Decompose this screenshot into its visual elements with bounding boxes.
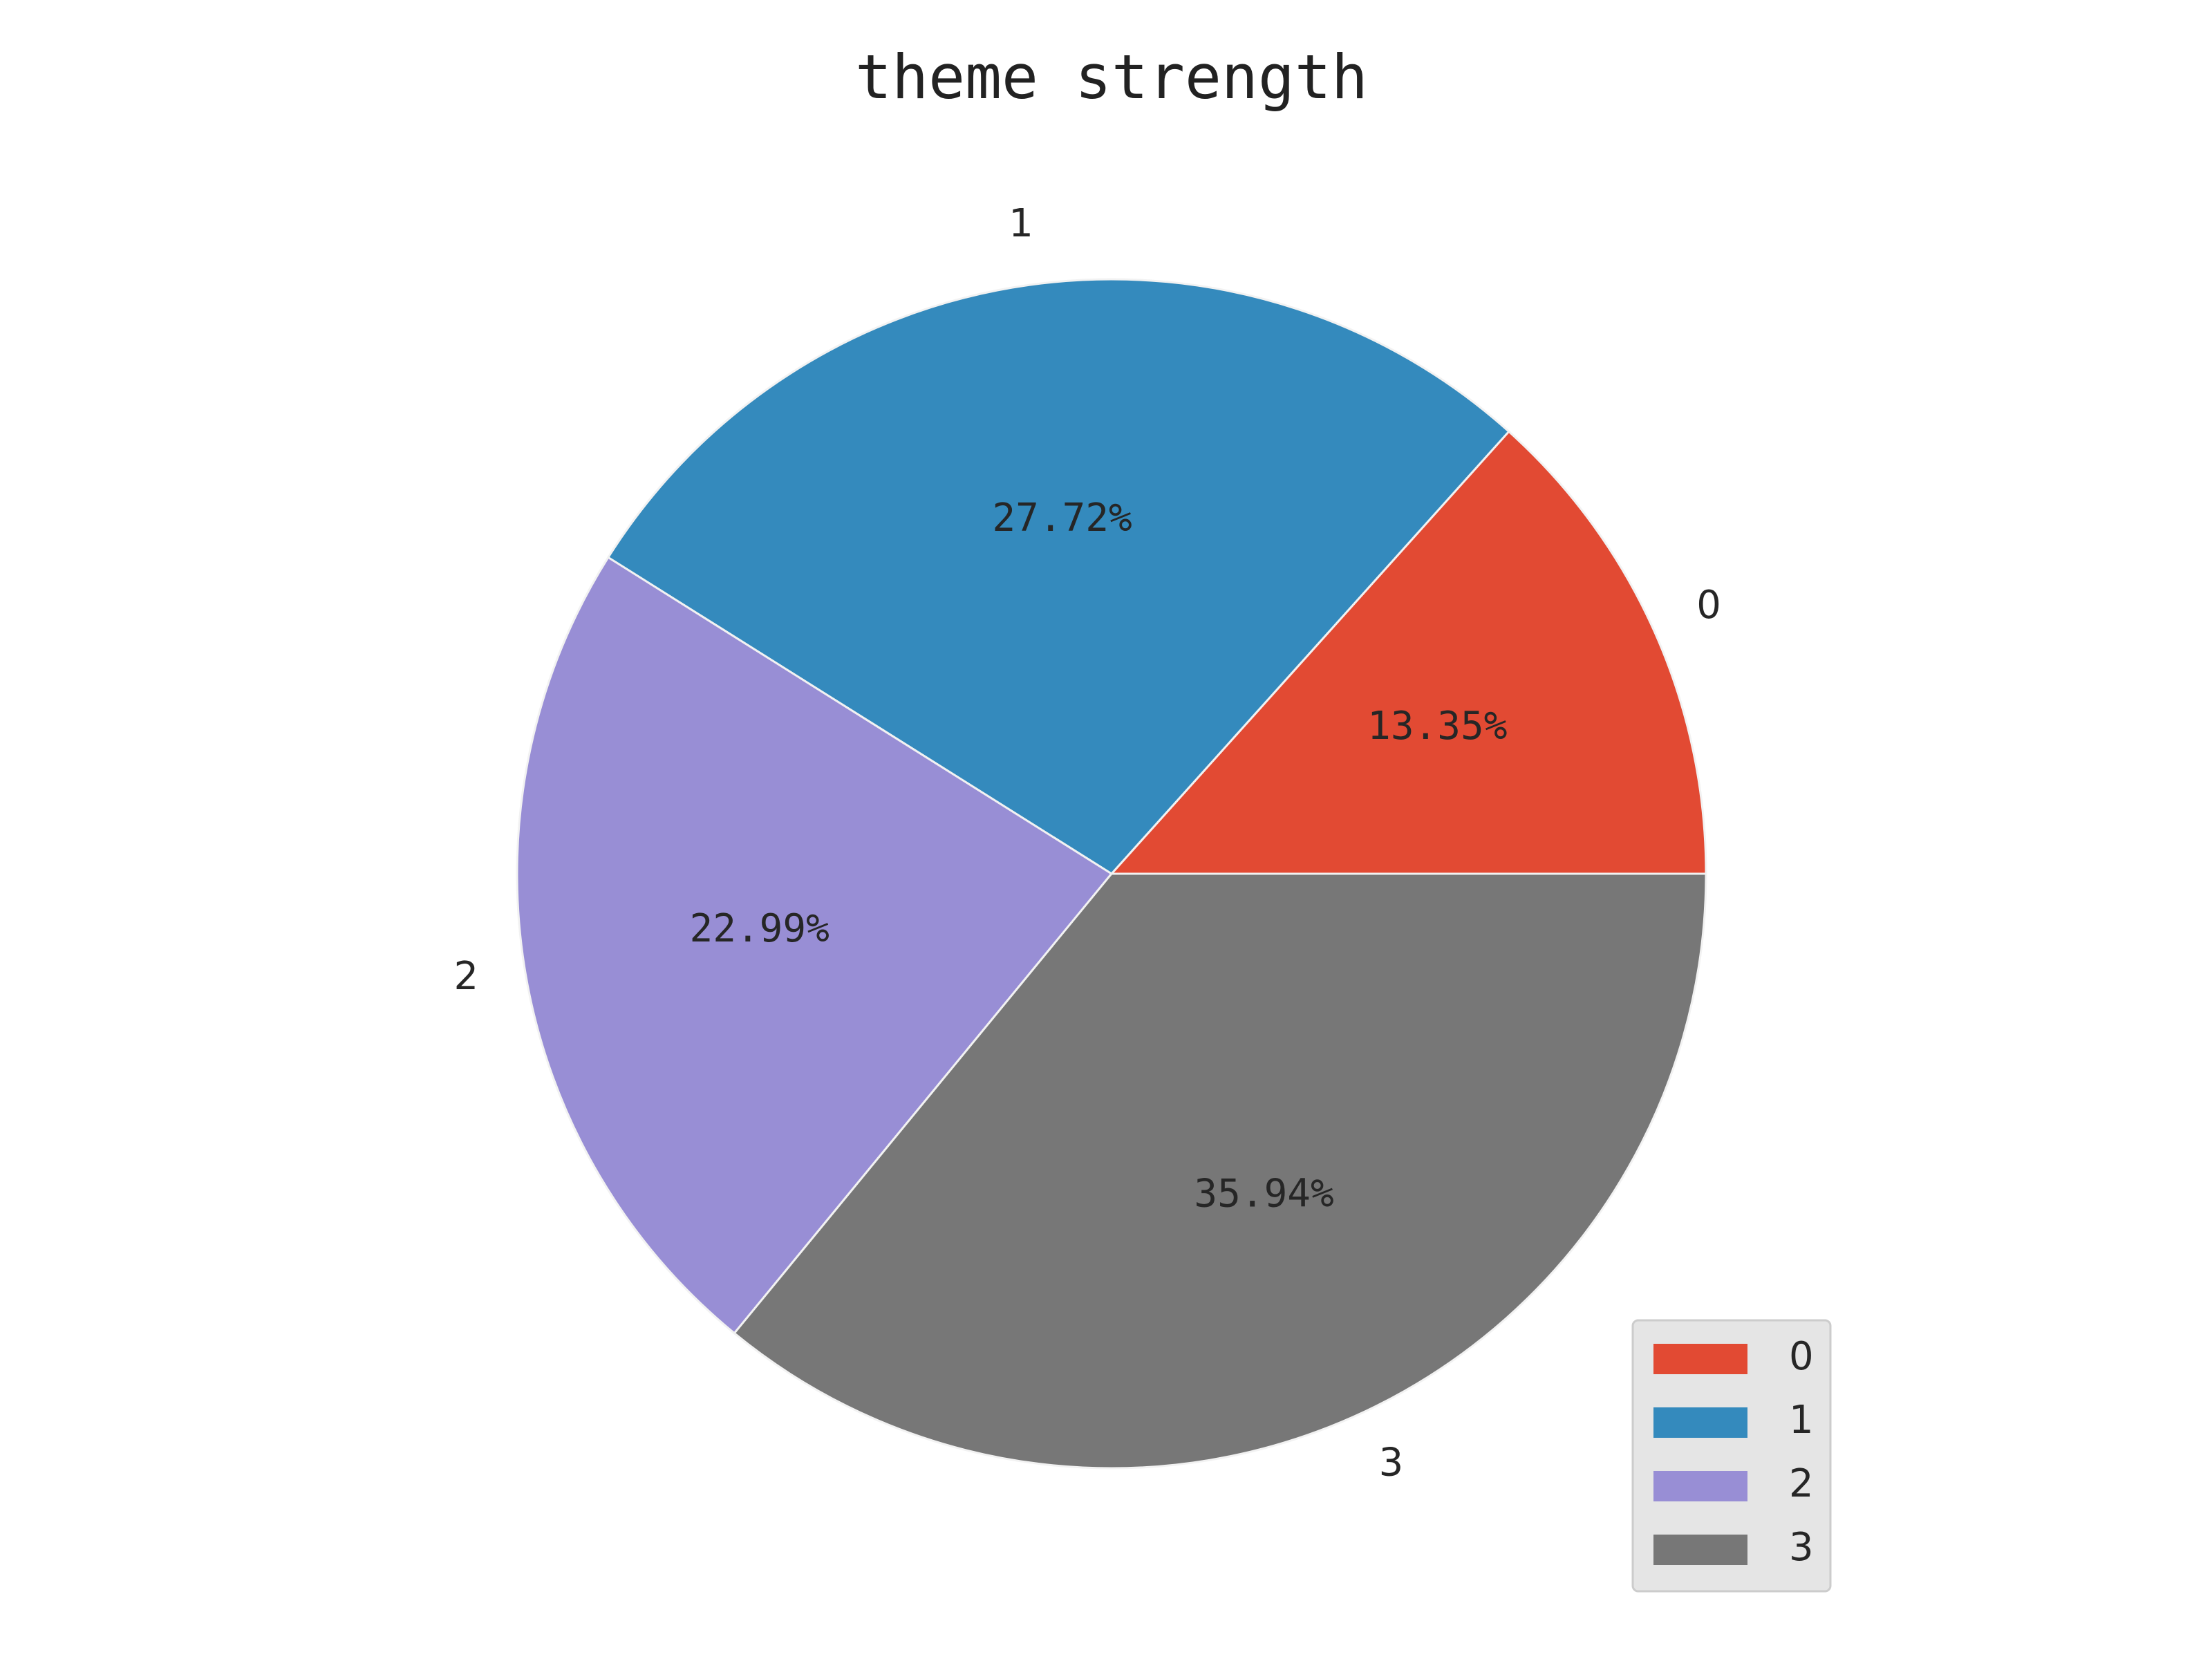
legend-swatch-2 [1653,1471,1747,1501]
pie-percent-labels: 13.35% 27.72% 22.99% 35.94% [690,496,1508,1217]
legend-label-3: 3 [1789,1525,1814,1570]
percent-label-2: 22.99% [690,906,830,951]
legend-label-0: 0 [1789,1334,1814,1379]
percent-label-1: 27.72% [992,496,1132,541]
chart-title: theme strength [855,41,1368,113]
pie-slice-1 [606,278,1510,875]
slice-label-3: 3 [1379,1440,1404,1485]
legend-frame [1631,1319,1832,1593]
legend-swatch-0 [1653,1344,1747,1374]
percent-label-3: 35.94% [1194,1172,1333,1217]
legend-swatch-1 [1653,1407,1747,1438]
legend-swatch-3 [1653,1535,1747,1565]
slice-label-2: 2 [453,954,478,999]
slice-label-1: 1 [1009,201,1033,246]
pie-slice-2 [516,556,1114,1335]
legend-entries: 0 1 2 3 [1653,1334,1814,1570]
slice-label-0: 0 [1696,583,1721,628]
legend-label-1: 1 [1789,1398,1814,1443]
percent-label-0: 13.35% [1367,704,1507,749]
pie-slice-0 [1109,430,1707,875]
pie-slice-3 [733,872,1707,1470]
pie-category-labels: 0 1 2 3 [453,201,1721,1485]
pie-slices [516,278,1707,1470]
legend: 0 1 2 3 [1631,1319,1832,1593]
legend-label-2: 2 [1789,1461,1814,1506]
